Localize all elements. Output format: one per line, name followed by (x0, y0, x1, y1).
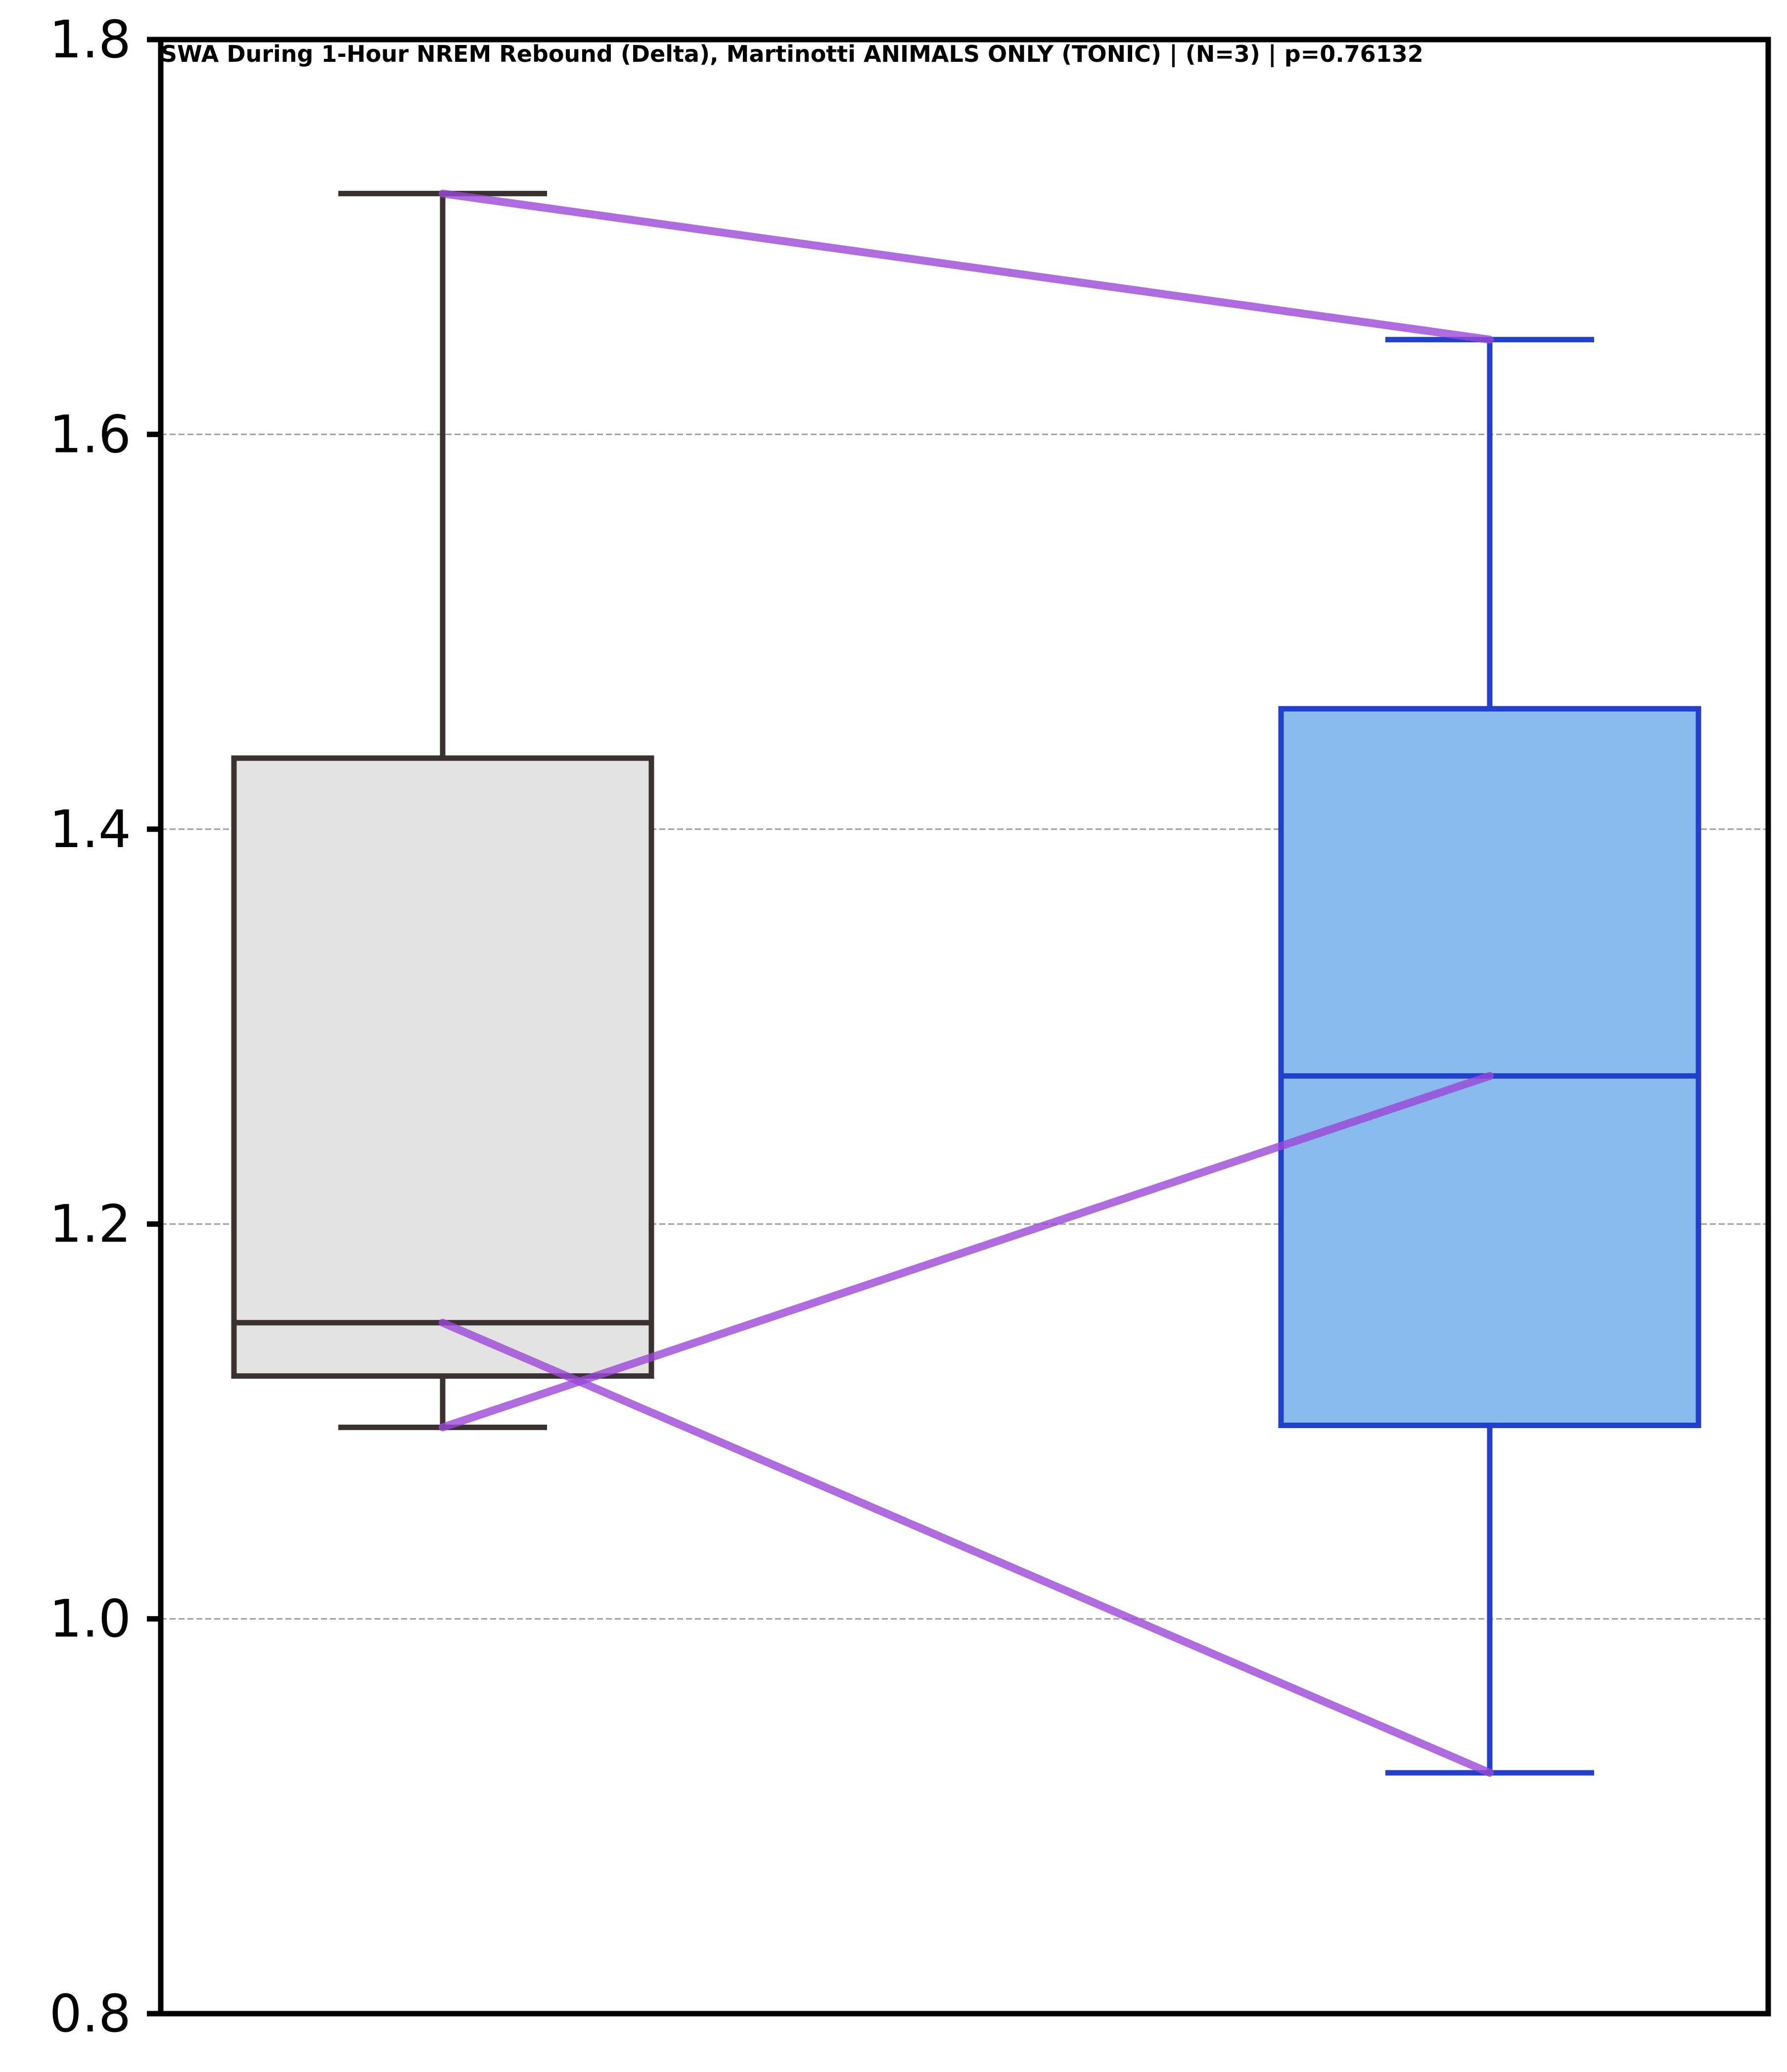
y-tick-label-1.8: 1.8 (49, 9, 131, 70)
paired-line-3 (439, 1072, 1494, 1432)
y-tick-label-1.2: 1.2 (49, 1194, 131, 1254)
box-1-iqr (231, 755, 654, 1379)
y-tick-label-1.0: 1.0 (49, 1589, 131, 1649)
y-tick-label-1.4: 1.4 (49, 799, 131, 859)
axes: 0.8 1.0 1.2 1.4 1.6 1.8 (49, 9, 1771, 2044)
plot-frame (158, 37, 1771, 2017)
paired-line-1 (439, 189, 1494, 344)
chart-title: SWA During 1-Hour NREM Rebound (Delta), … (161, 41, 1423, 68)
y-tick-label-1.6: 1.6 (49, 404, 131, 464)
paired-line-2 (439, 1318, 1494, 1777)
box-plots (231, 190, 1701, 1776)
box-2-iqr (1278, 706, 1701, 1428)
y-tick-label-0.8: 0.8 (49, 1983, 131, 2044)
paired-lines (439, 189, 1494, 1777)
